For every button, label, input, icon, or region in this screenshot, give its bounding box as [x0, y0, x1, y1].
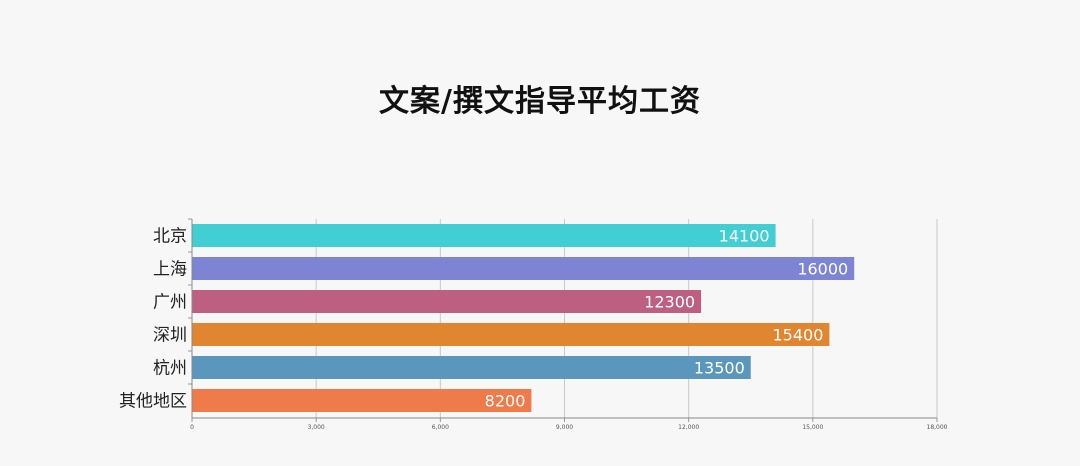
- grid-lines: [315, 219, 938, 418]
- bar-3: [192, 323, 830, 346]
- data-label-3: 15400: [772, 326, 823, 345]
- x-tick-label-4: 12,000: [678, 424, 699, 431]
- bar-2: [192, 290, 702, 313]
- axes: 0 3,000 6,000 9,000 12,000 15,000 18,000 北京上海广州…: [119, 218, 948, 431]
- category-label-4: 杭州: [153, 359, 187, 379]
- category-label-0: 北京: [153, 227, 187, 247]
- x-tick-label-2: 6,000: [432, 424, 449, 431]
- x-tick-label-6: 18,000: [927, 424, 948, 431]
- bars: 14100 16000 12300 15400 13500 8200: [192, 224, 855, 412]
- chart-title: 文案/撰文指导平均工资: [379, 84, 701, 119]
- bar-0: [192, 224, 776, 247]
- x-tick-label-5: 15,000: [802, 424, 823, 431]
- data-label-2: 12300: [644, 293, 695, 312]
- data-label-0: 14100: [719, 227, 770, 246]
- data-label-4: 13500: [694, 359, 745, 378]
- category-label-1: 上海: [153, 260, 187, 280]
- category-label-3: 深圳: [153, 326, 187, 346]
- bar-5: [192, 389, 532, 412]
- category-label-2: 广州: [153, 293, 187, 313]
- x-tick-label-3: 9,000: [556, 424, 573, 431]
- x-tick-label-0: 0: [190, 424, 194, 431]
- data-label-1: 16000: [797, 260, 848, 279]
- bar-1: [192, 257, 855, 280]
- data-label-5: 8200: [485, 392, 526, 411]
- x-tick-label-1: 3,000: [308, 424, 325, 431]
- category-label-5: 其他地区: [119, 392, 187, 412]
- bar-4: [192, 356, 751, 379]
